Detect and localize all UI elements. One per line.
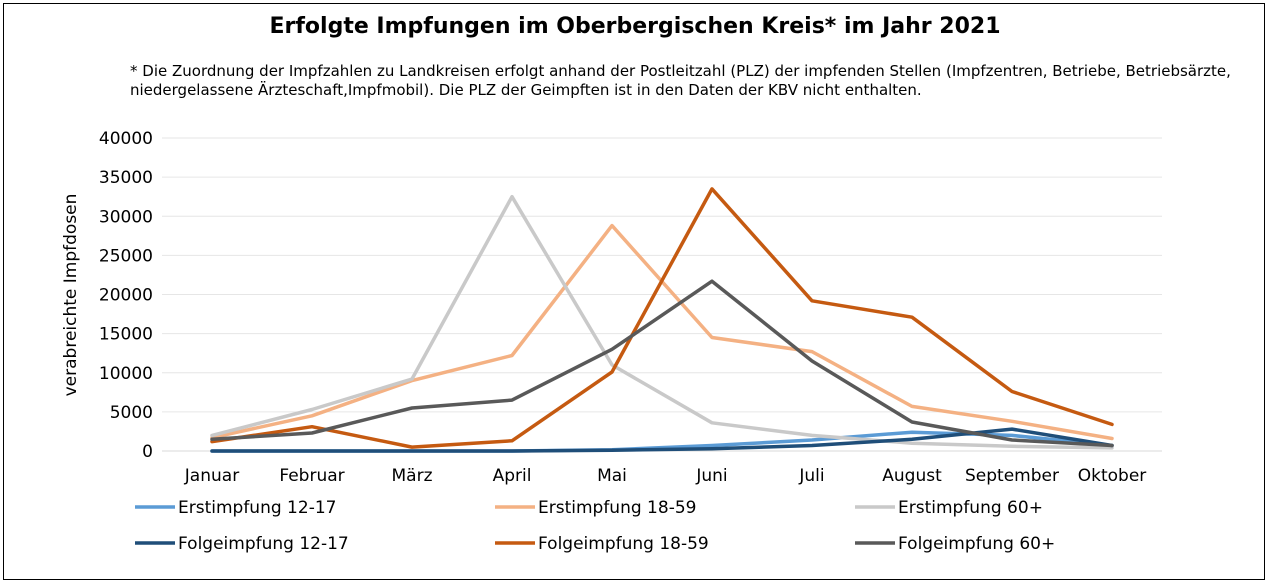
legend-label: Folgeimpfung 12-17	[178, 534, 349, 554]
series-line-4	[210, 427, 1114, 453]
y-tick-label: 10000	[99, 364, 153, 384]
legend-label: Folgeimpfung 18-59	[538, 534, 709, 554]
legend-item: Folgeimpfung 18-59	[495, 534, 709, 554]
legend-label: Erstimpfung 60+	[898, 498, 1043, 518]
y-tick-label: 20000	[99, 286, 153, 306]
legend-item: Erstimpfung 18-59	[495, 498, 696, 518]
legend-item: Erstimpfung 12-17	[135, 498, 336, 518]
x-tick-label: September	[965, 466, 1059, 486]
series-line-2	[210, 223, 1114, 441]
legend-label: Erstimpfung 12-17	[178, 498, 336, 518]
x-tick-label: März	[392, 466, 433, 486]
x-tick-label: Oktober	[1078, 466, 1147, 486]
chart-subtitle: * Die Zuordnung der Impfzahlen zu Landkr…	[130, 62, 1231, 99]
series-line-3	[210, 194, 1114, 450]
y-axis-label: verabreichte Impfdosen	[61, 194, 81, 397]
series-line-6	[210, 279, 1114, 448]
series-line-5	[210, 187, 1114, 449]
y-tick-label: 35000	[99, 168, 153, 188]
legend-label: Folgeimpfung 60+	[898, 534, 1055, 554]
x-tick-label: Januar	[184, 466, 239, 486]
chart-frame	[3, 3, 1265, 580]
x-tick-label: August	[882, 466, 942, 486]
y-tick-label: 5000	[110, 403, 153, 423]
y-tick-label: 0	[142, 442, 153, 462]
chart-title: Erfolgte Impfungen im Oberbergischen Kre…	[269, 14, 1001, 39]
x-tick-label: April	[493, 466, 532, 486]
y-tick-label: 30000	[99, 207, 153, 227]
legend-item: Folgeimpfung 60+	[855, 534, 1055, 554]
y-tick-label: 15000	[99, 325, 153, 345]
legend-item: Erstimpfung 60+	[855, 498, 1043, 518]
legend-label: Erstimpfung 18-59	[538, 498, 696, 518]
x-tick-label: Juni	[695, 466, 727, 486]
x-tick-label: Mai	[597, 466, 627, 486]
legend-item: Folgeimpfung 12-17	[135, 534, 349, 554]
y-tick-label: 40000	[99, 129, 153, 149]
x-tick-label: Februar	[279, 466, 344, 486]
y-tick-label: 25000	[99, 246, 153, 266]
x-tick-label: Juli	[798, 466, 824, 486]
